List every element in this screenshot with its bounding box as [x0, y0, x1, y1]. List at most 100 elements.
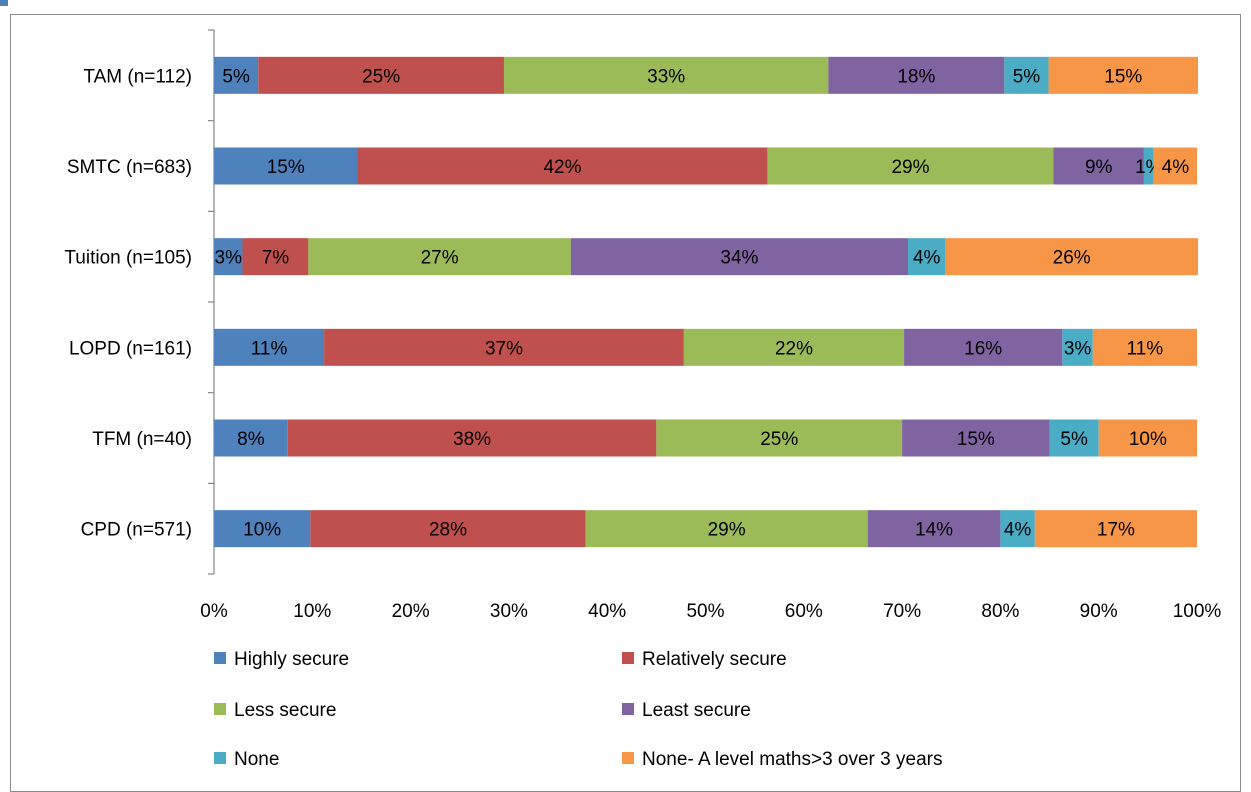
x-tick-label: 30% [490, 601, 528, 622]
bar-segment [1004, 56, 1049, 94]
data-label: 25% [760, 429, 798, 450]
bar-segment [214, 147, 358, 185]
data-label: 11% [251, 338, 288, 359]
x-tick-label: 100% [1173, 601, 1222, 622]
category-label: SMTC (n=683) [67, 157, 192, 178]
bar-segment [1092, 328, 1197, 366]
bar-segment [1049, 419, 1099, 457]
data-label: 4% [913, 248, 941, 269]
data-label: 3% [215, 248, 243, 269]
legend-swatch [622, 703, 634, 715]
bar-segment [214, 238, 243, 276]
caption-fragment-mark [0, 0, 8, 6]
legend-label: None- A level maths>3 over 3 years [642, 749, 942, 770]
data-label: 38% [453, 429, 491, 450]
bar-segment [242, 238, 309, 276]
category-label: Tuition (n=105) [64, 248, 192, 269]
data-label: 10% [1129, 429, 1167, 450]
bar-segment [1153, 147, 1197, 185]
x-tick-label: 10% [293, 601, 331, 622]
bar-segment [214, 510, 311, 548]
bar-segment [1053, 147, 1144, 185]
data-label: 3% [1064, 338, 1092, 359]
bar-segment [1098, 419, 1197, 457]
figure-caption-fragment [0, 0, 1251, 14]
bar-segment [1034, 510, 1197, 548]
data-label: 33% [647, 66, 685, 87]
bar-segment [1000, 510, 1035, 548]
legend-swatch [214, 652, 226, 664]
data-label: 37% [485, 338, 523, 359]
legend-label: Relatively secure [642, 649, 787, 670]
legend-label: Least secure [642, 700, 751, 721]
data-label: 14% [915, 520, 953, 541]
data-label: 29% [891, 157, 929, 178]
legend-swatch [214, 703, 226, 715]
bar-segment [902, 419, 1050, 457]
category-label: CPD (n=571) [81, 520, 192, 541]
data-label: 9% [1085, 157, 1113, 178]
bar-segment [867, 510, 1001, 548]
bar-segment [767, 147, 1054, 185]
data-label: 27% [421, 248, 459, 269]
x-tick-label: 0% [200, 601, 228, 622]
data-label: 15% [957, 429, 995, 450]
bar-segment [828, 56, 1005, 94]
x-tick-label: 50% [686, 601, 724, 622]
category-label: TFM (n=40) [92, 429, 192, 450]
figure-caption-strip [0, 0, 1251, 14]
x-tick-label: 90% [1080, 601, 1118, 622]
data-label: 7% [262, 248, 290, 269]
bar-segment [357, 147, 768, 185]
bar-segment [214, 419, 288, 457]
data-label: 4% [1004, 520, 1032, 541]
x-tick-label: 80% [981, 601, 1019, 622]
x-tick-label: 70% [883, 601, 921, 622]
bar-segment [310, 510, 586, 548]
data-label: 15% [1104, 66, 1142, 87]
x-tick-label: 20% [392, 601, 430, 622]
data-label: 22% [775, 338, 813, 359]
bar-segment [214, 328, 325, 366]
legend-label: Highly secure [234, 649, 349, 670]
bar-segment [324, 328, 684, 366]
bar-segment [1143, 147, 1154, 185]
data-label: 29% [708, 520, 746, 541]
data-label: 42% [543, 157, 581, 178]
bar-segment [503, 56, 829, 94]
data-label: 5% [1013, 66, 1041, 87]
category-label: TAM (n=112) [83, 66, 192, 87]
bar-segment [308, 238, 571, 276]
data-label: 18% [897, 66, 935, 87]
data-label: 4% [1162, 157, 1190, 178]
bar-segment [945, 238, 1198, 276]
data-label: 25% [362, 66, 400, 87]
data-label: 8% [237, 429, 265, 450]
data-label: 11% [1127, 338, 1164, 359]
bar-segment [1062, 328, 1093, 366]
data-label: 15% [267, 157, 305, 178]
legend-label: None [234, 749, 279, 770]
legend-swatch [214, 752, 226, 764]
x-tick-label: 40% [588, 601, 626, 622]
bar-segment [656, 419, 903, 457]
data-label: 26% [1053, 248, 1091, 269]
x-tick-label: 60% [785, 601, 823, 622]
bar-segment [214, 56, 259, 94]
legend-label: Less secure [234, 700, 336, 721]
bar-segment [570, 238, 908, 276]
data-label: 16% [964, 338, 1002, 359]
bar-segment [287, 419, 657, 457]
bar-segment [904, 328, 1063, 366]
data-label: 5% [222, 66, 250, 87]
data-label: 17% [1097, 520, 1135, 541]
bar-segment [585, 510, 868, 548]
bar-segment [258, 56, 504, 94]
data-label: 28% [429, 520, 467, 541]
data-label: 5% [1060, 429, 1088, 450]
bar-segment [907, 238, 946, 276]
legend-swatch [622, 752, 634, 764]
category-label: LOPD (n=161) [69, 338, 192, 359]
